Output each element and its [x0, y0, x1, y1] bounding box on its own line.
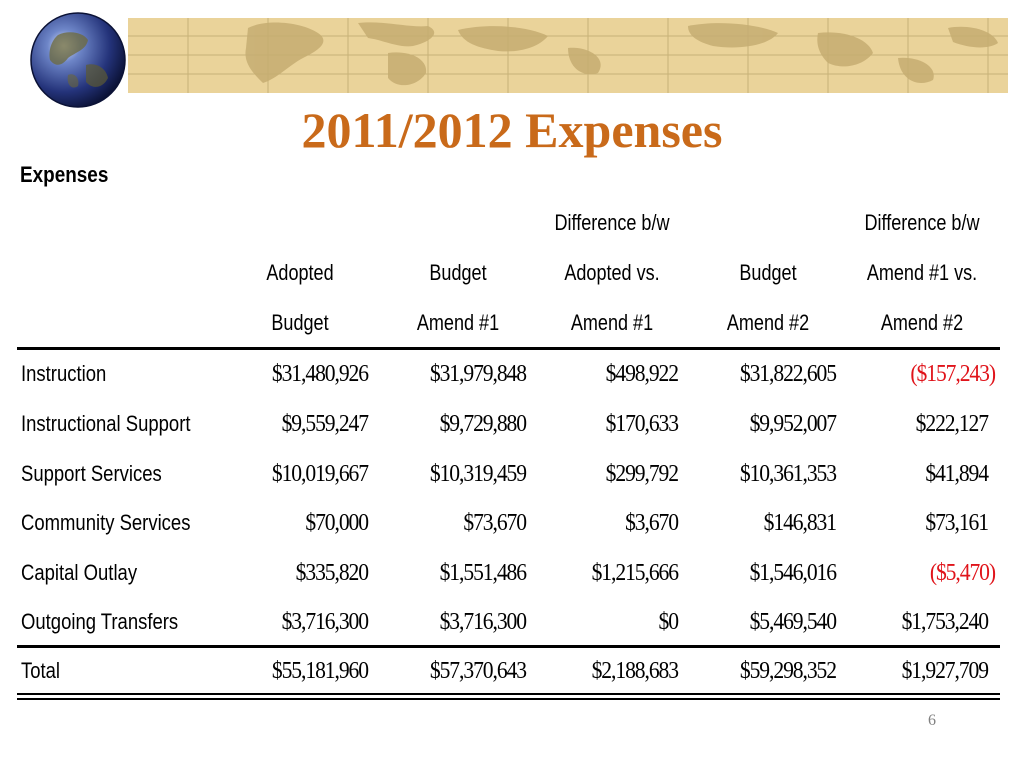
- bottom-double-rule-bottom: [17, 698, 1000, 700]
- cell-diff-amend-1-amend-2: $41,894: [925, 461, 989, 487]
- cell-adopted-budget: $70,000: [305, 510, 369, 536]
- cell-diff-adopted-amend-1: $1,215,666: [591, 560, 679, 586]
- header-diff-amend-1-amend-2-line-3: Amend #2: [880, 310, 964, 335]
- header-budget-amend-1-line-2: Budget: [429, 260, 487, 285]
- cell-diff-adopted-amend-1: $299,792: [605, 461, 679, 487]
- row-label-instruction: Instruction: [21, 361, 107, 386]
- cell-budget-amend-1: $73,670: [463, 510, 527, 536]
- row-label-community-services: Community Services: [21, 510, 191, 535]
- row-label-total: Total: [21, 658, 61, 683]
- bottom-double-rule-top: [17, 693, 1000, 695]
- cell-adopted-budget: $3,716,300: [281, 609, 369, 635]
- cell-budget-amend-2: $146,831: [763, 510, 837, 536]
- row-label-outgoing-transfers: Outgoing Transfers: [21, 609, 179, 634]
- cell-budget-amend-2: $5,469,540: [749, 609, 837, 635]
- cell-budget-amend-1: $9,729,880: [439, 411, 527, 437]
- cell-diff-amend-1-amend-2: $73,161: [925, 510, 989, 536]
- cell-budget-amend-2: $31,822,605: [739, 361, 837, 387]
- header-adopted-budget-line-3: Budget: [271, 310, 329, 335]
- globe-icon: [28, 10, 128, 110]
- total-budget-amend-2: $59,298,352: [739, 658, 837, 684]
- world-map-graphic: [128, 18, 1008, 93]
- cell-diff-adopted-amend-1: $170,633: [605, 411, 679, 437]
- total-adopted-budget: $55,181,960: [271, 658, 369, 684]
- row-label-support-services: Support Services: [21, 461, 162, 486]
- table-caption: Expenses: [20, 162, 109, 187]
- slide-title: 2011/2012 Expenses: [301, 102, 723, 158]
- header-diff-adopted-amend-1-line-2: Adopted vs.: [564, 260, 660, 285]
- header-diff-adopted-amend-1-line-1: Difference b/w: [554, 210, 670, 235]
- cell-diff-amend-1-amend-2: ($5,470): [929, 560, 996, 586]
- header-budget-amend-1-line-3: Amend #1: [416, 310, 500, 335]
- cell-budget-amend-1: $10,319,459: [429, 461, 527, 487]
- cell-adopted-budget: $9,559,247: [281, 411, 369, 437]
- cell-budget-amend-2: $1,546,016: [749, 560, 837, 586]
- cell-adopted-budget: $10,019,667: [271, 461, 369, 487]
- total-diff-adopted-amend-1: $2,188,683: [591, 658, 679, 684]
- total-divider: [17, 645, 1000, 648]
- cell-diff-amend-1-amend-2: $222,127: [915, 411, 989, 437]
- cell-adopted-budget: $31,480,926: [271, 361, 369, 387]
- cell-diff-adopted-amend-1: $0: [658, 609, 680, 635]
- header-divider: [17, 347, 1000, 350]
- header-diff-amend-1-amend-2-line-2: Amend #1 vs.: [866, 260, 978, 285]
- cell-budget-amend-1: $1,551,486: [439, 560, 527, 586]
- cell-diff-amend-1-amend-2: ($157,243): [910, 361, 996, 387]
- cell-budget-amend-2: $10,361,353: [739, 461, 837, 487]
- cell-budget-amend-2: $9,952,007: [749, 411, 837, 437]
- page-number: 6: [928, 712, 936, 729]
- total-budget-amend-1: $57,370,643: [429, 658, 527, 684]
- cell-diff-amend-1-amend-2: $1,753,240: [901, 609, 989, 635]
- header-budget-amend-2-line-2: Budget: [739, 260, 797, 285]
- cell-diff-adopted-amend-1: $3,670: [625, 510, 679, 536]
- header-diff-amend-1-amend-2-line-1: Difference b/w: [864, 210, 980, 235]
- cell-budget-amend-1: $31,979,848: [429, 361, 527, 387]
- total-diff-amend-1-amend-2: $1,927,709: [901, 658, 989, 684]
- row-label-capital-outlay: Capital Outlay: [21, 560, 138, 585]
- cell-budget-amend-1: $3,716,300: [439, 609, 527, 635]
- row-label-instructional-support: Instructional Support: [21, 411, 191, 436]
- cell-diff-adopted-amend-1: $498,922: [605, 361, 679, 387]
- header-budget-amend-2-line-3: Amend #2: [726, 310, 810, 335]
- header-diff-adopted-amend-1-line-3: Amend #1: [570, 310, 654, 335]
- world-map-banner: [128, 18, 1008, 93]
- header-adopted-budget-line-2: Adopted: [266, 260, 334, 285]
- cell-adopted-budget: $335,820: [295, 560, 369, 586]
